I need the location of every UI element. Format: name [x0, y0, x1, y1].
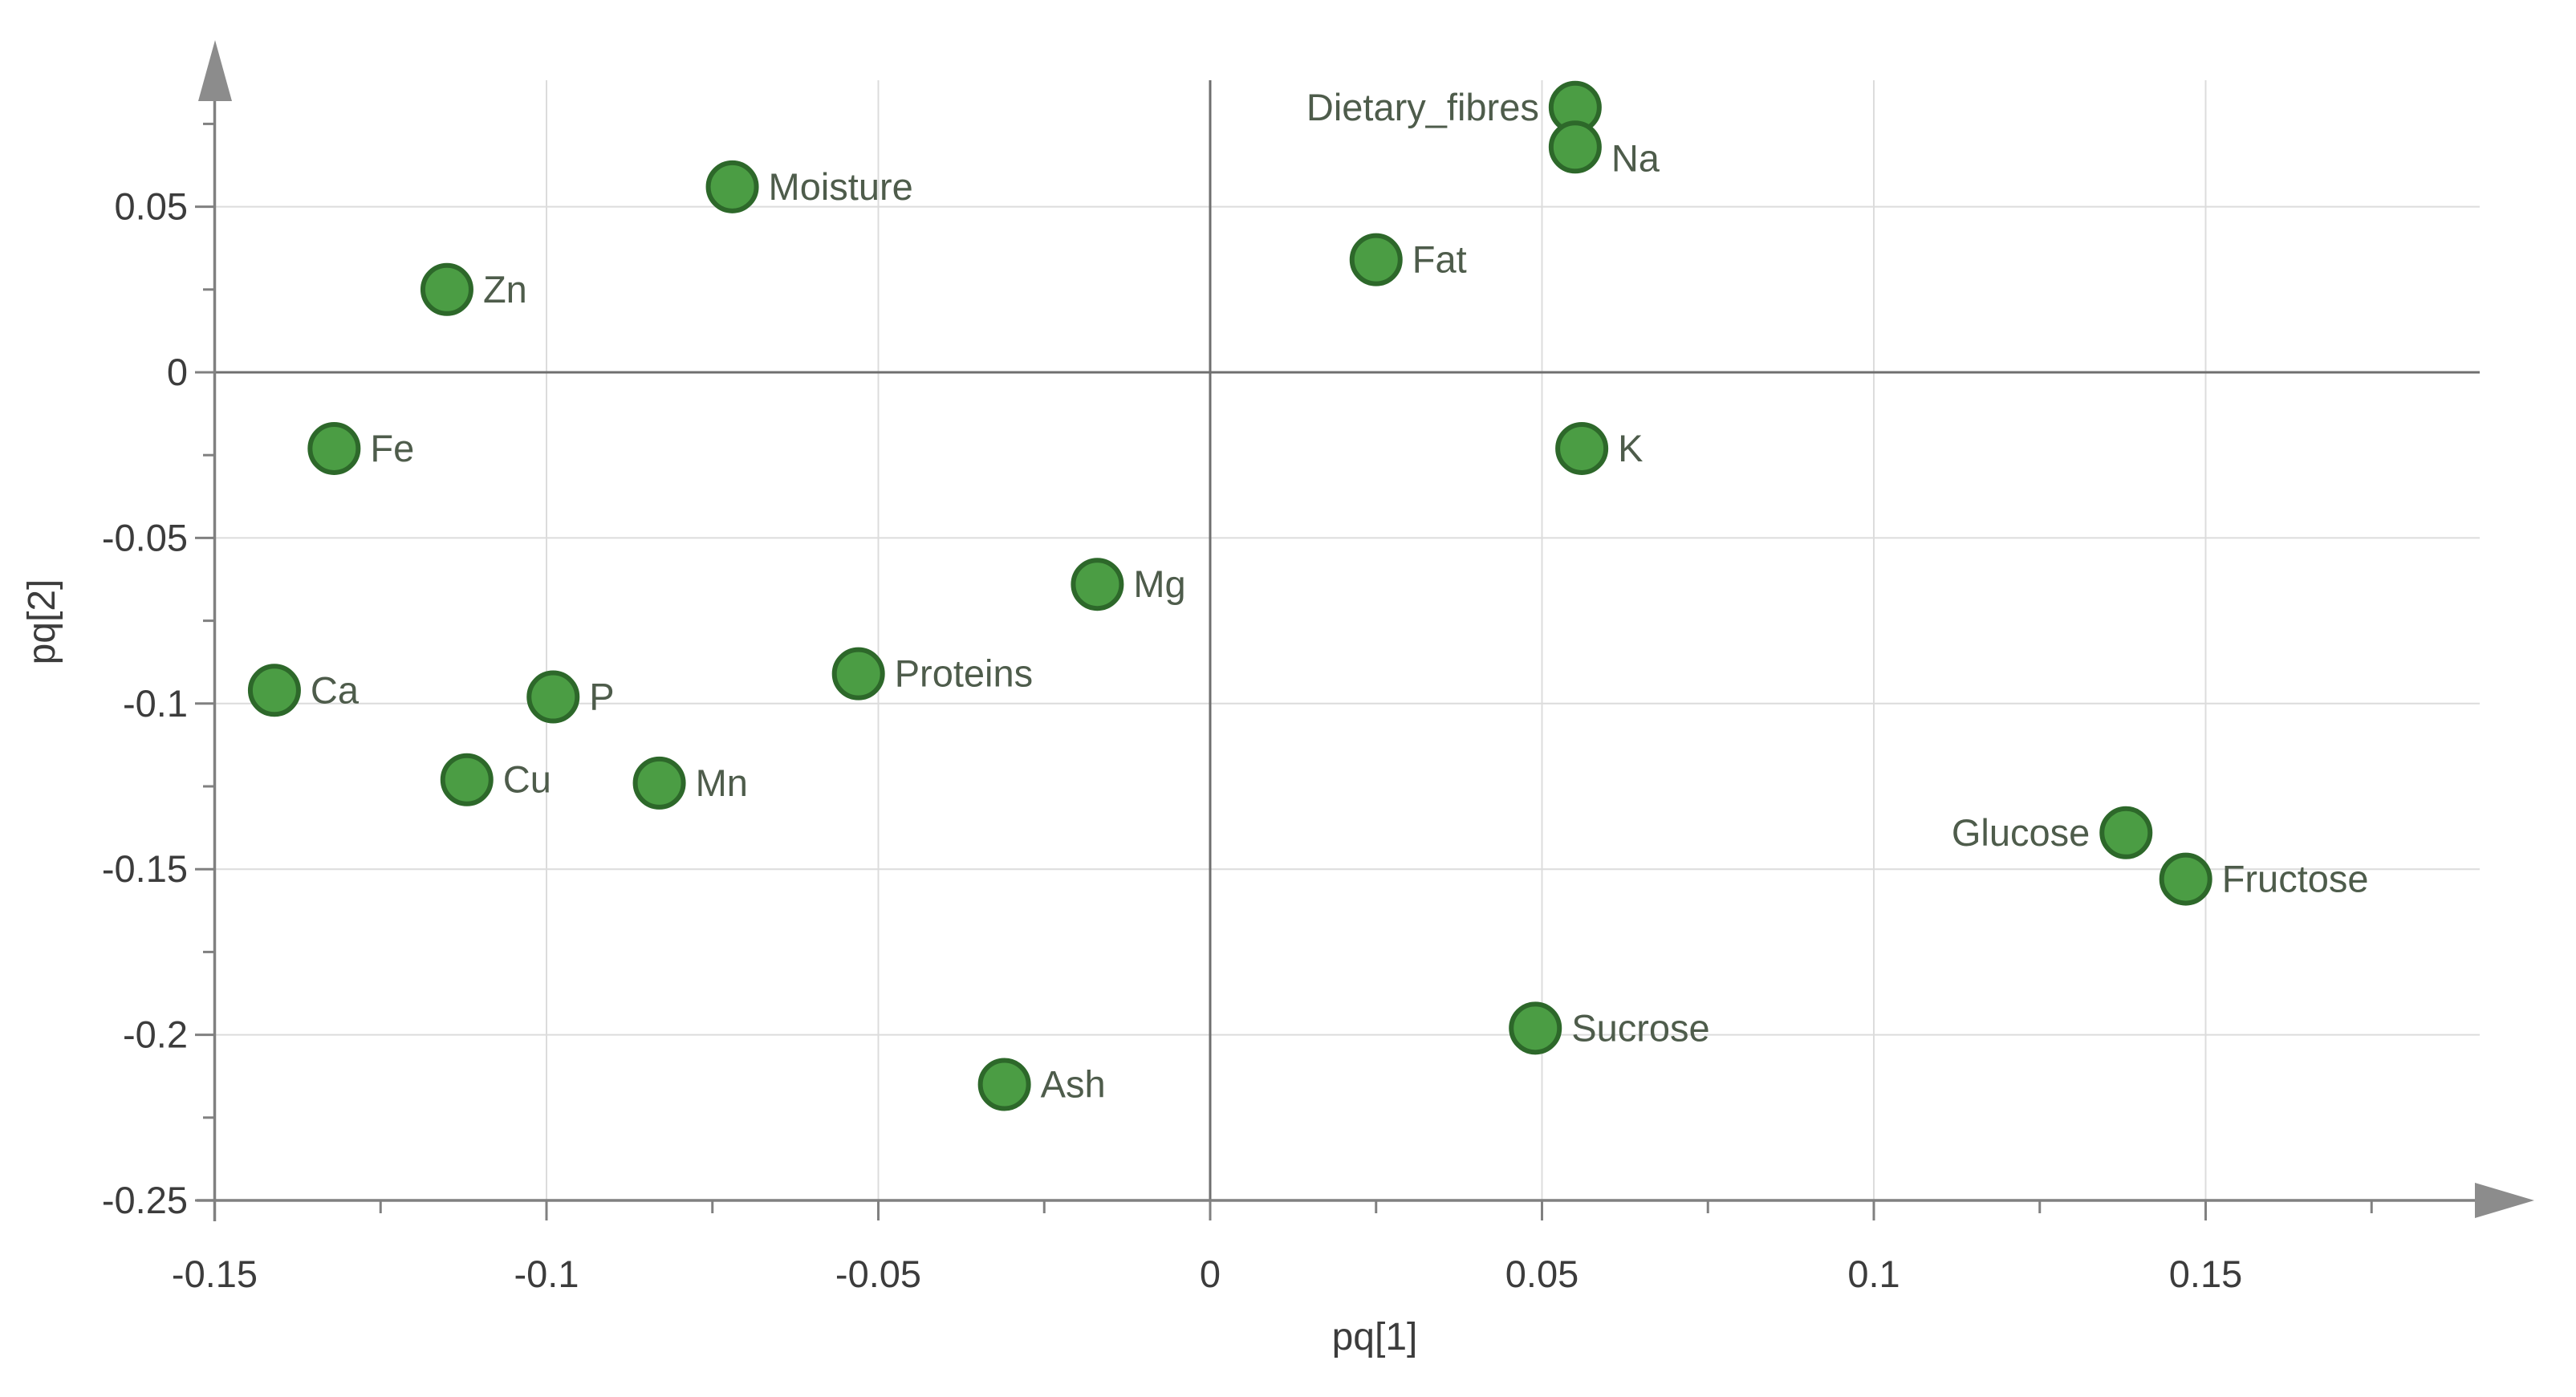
tick-labels-layer: 0.05 0 -0.05 -0.1 -0.15 -0.2 -0.25 -0.15 -0.1 -0.…	[102, 185, 2242, 1295]
point-label: P	[589, 676, 614, 718]
point-label: Proteins	[895, 652, 1033, 695]
point-label: Zn	[483, 268, 527, 311]
y-tick-label: -0.1	[123, 682, 188, 725]
x-tick-label: 0.15	[2169, 1253, 2242, 1295]
y-tick-label: -0.05	[102, 516, 188, 558]
point-marker[interactable]	[1555, 421, 1609, 475]
data-point-cu: Cu	[440, 753, 551, 806]
point-label: Mn	[696, 761, 748, 804]
point-marker[interactable]	[831, 647, 885, 701]
data-point-mn: Mn	[632, 756, 748, 810]
point-marker[interactable]	[632, 756, 686, 810]
x-tick-label: 0.05	[1505, 1253, 1579, 1295]
y-tick-label: -0.15	[102, 847, 188, 890]
data-point-glucose: Glucose	[1952, 806, 2153, 859]
point-label: Cu	[503, 758, 551, 801]
data-point-mg: Mg	[1071, 558, 1186, 611]
data-point-p: P	[526, 670, 615, 724]
x-tick-label: 0.1	[1847, 1253, 1899, 1295]
y-axis-arrow-icon	[198, 40, 232, 101]
x-tick-label: 0	[1200, 1253, 1221, 1295]
point-marker[interactable]	[2159, 852, 2212, 906]
point-label: Fe	[370, 427, 414, 469]
point-marker[interactable]	[977, 1058, 1031, 1111]
y-tick-label: 0	[167, 351, 188, 393]
x-tick-label: -0.05	[835, 1253, 921, 1295]
y-tick-label: 0.05	[115, 185, 188, 228]
point-label: Glucose	[1952, 811, 2090, 854]
point-marker[interactable]	[1349, 233, 1403, 286]
point-label: Sucrose	[1571, 1006, 1709, 1049]
x-tick-label: -0.15	[172, 1253, 258, 1295]
gridlines-layer	[214, 80, 2480, 1200]
point-marker[interactable]	[307, 421, 361, 475]
y-tick-label: -0.2	[123, 1013, 188, 1056]
point-marker[interactable]	[247, 664, 301, 717]
data-point-proteins: Proteins	[831, 647, 1033, 701]
x-tick-label: -0.1	[514, 1253, 579, 1295]
point-marker[interactable]	[2099, 806, 2153, 859]
point-marker[interactable]	[526, 670, 580, 724]
data-point-moisture: Moisture	[705, 160, 913, 213]
point-marker[interactable]	[1509, 1001, 1562, 1055]
point-label: Fat	[1412, 238, 1467, 281]
point-label: K	[1618, 427, 1643, 469]
point-marker[interactable]	[1548, 120, 1602, 174]
ticks-layer	[195, 122, 2373, 1220]
point-label: Mg	[1133, 562, 1185, 605]
data-point-fe: Fe	[307, 421, 414, 475]
point-marker[interactable]	[705, 160, 759, 213]
data-point-fructose: Fructose	[2159, 852, 2369, 906]
data-point-ca: Ca	[247, 664, 360, 717]
data-point-sucrose: Sucrose	[1509, 1001, 1710, 1055]
data-point-ash: Ash	[977, 1058, 1106, 1111]
data-point-na: Na	[1548, 120, 1660, 179]
axes-layer	[197, 40, 2534, 1221]
x-axis-arrow-icon	[2475, 1183, 2534, 1218]
data-point-fat: Fat	[1349, 233, 1467, 286]
point-label: Ash	[1041, 1063, 1106, 1106]
point-marker[interactable]	[1071, 558, 1124, 611]
data-point-k: K	[1555, 421, 1643, 475]
point-label: Dietary_fibres	[1306, 86, 1539, 128]
y-axis-title: pq[2]	[21, 579, 63, 665]
x-axis-title: pq[1]	[1332, 1316, 1418, 1358]
point-marker[interactable]	[420, 262, 473, 316]
y-tick-label: -0.25	[102, 1179, 188, 1221]
point-label: Moisture	[769, 165, 913, 208]
point-label: Ca	[311, 668, 360, 711]
data-points-layer: Moisture Zn Fe Ca P Cu Mn Proteins Mg Ash Dietary_…	[247, 80, 2369, 1111]
data-point-dietary_fibres: Dietary_fibres	[1306, 80, 1602, 134]
point-marker[interactable]	[440, 753, 494, 806]
point-label: Fructose	[2222, 858, 2369, 900]
data-point-zn: Zn	[420, 262, 527, 316]
point-label: Na	[1611, 136, 1660, 179]
